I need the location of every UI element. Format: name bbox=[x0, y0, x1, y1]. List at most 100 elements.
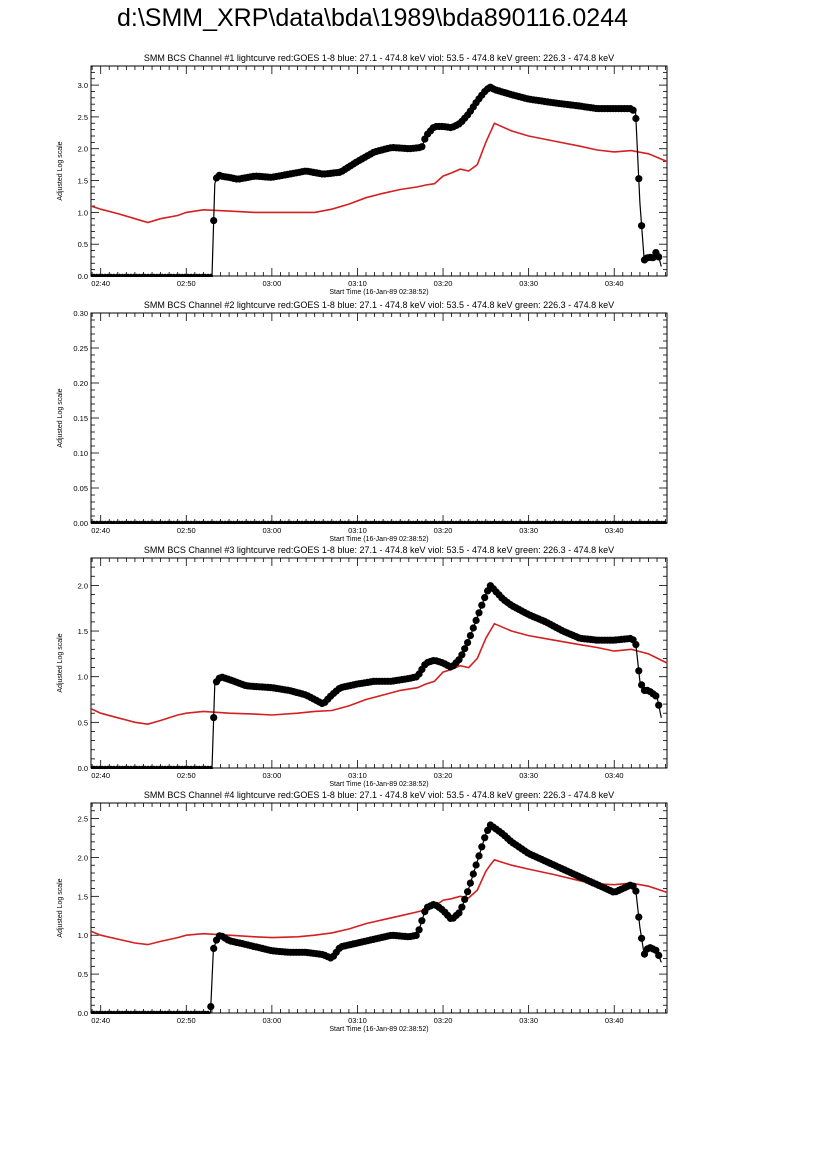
bcs-data-point bbox=[638, 681, 646, 689]
chart-panel-2: SMM BCS Channel #2 lightcurve red:GOES 1… bbox=[57, 300, 668, 543]
bcs-data-point bbox=[635, 175, 643, 183]
bcs-data-point bbox=[210, 944, 218, 952]
bcs-data-point bbox=[415, 926, 423, 934]
x-tick-label: 03:00 bbox=[262, 279, 281, 288]
y-axis-label: Adjusted Log scale bbox=[57, 388, 64, 447]
y-tick-label: 0.0 bbox=[78, 272, 88, 281]
y-tick-label: 1.0 bbox=[78, 673, 88, 682]
y-tick-label: 0.25 bbox=[73, 344, 88, 353]
chart-panel-4: SMM BCS Channel #4 lightcurve red:GOES 1… bbox=[57, 790, 668, 1033]
x-tick-label: 02:50 bbox=[177, 526, 196, 535]
bcs-data-point bbox=[472, 616, 480, 624]
y-tick-label: 0.10 bbox=[73, 449, 88, 458]
bcs-data-point bbox=[461, 895, 469, 903]
y-tick-label: 1.0 bbox=[78, 208, 88, 217]
bcs-data-point bbox=[629, 106, 637, 114]
x-tick-label: 03:00 bbox=[262, 771, 281, 780]
x-tick-label: 02:40 bbox=[91, 771, 110, 780]
bcs-data-point bbox=[635, 667, 643, 675]
bcs-data-point bbox=[464, 888, 472, 896]
y-tick-label: 0.20 bbox=[73, 379, 88, 388]
bcs-data-point bbox=[466, 632, 474, 640]
y-tick-label: 0.0 bbox=[78, 764, 88, 773]
y-axis-label: Adjusted Log scale bbox=[57, 878, 64, 937]
x-axis-label: Start Time (16-Jan-89 02:38:52) bbox=[329, 781, 428, 788]
bcs-data-point bbox=[418, 143, 426, 151]
x-tick-label: 03:30 bbox=[519, 771, 538, 780]
bcs-data-point bbox=[455, 909, 463, 917]
bcs-data-point bbox=[458, 651, 466, 659]
y-tick-label: 2.0 bbox=[78, 145, 88, 154]
chart-title: SMM BCS Channel #1 lightcurve red:GOES 1… bbox=[144, 53, 614, 63]
bcs-data-point bbox=[469, 624, 477, 632]
bcs-data-point bbox=[475, 852, 483, 860]
bcs-data-point bbox=[478, 843, 486, 851]
x-tick-label: 03:30 bbox=[519, 526, 538, 535]
y-tick-label: 2.5 bbox=[78, 815, 88, 824]
bcs-data-point bbox=[466, 879, 474, 887]
bcs-data-point bbox=[652, 692, 660, 700]
chart-title: SMM BCS Channel #3 lightcurve red:GOES 1… bbox=[144, 545, 614, 555]
y-tick-label: 0.5 bbox=[78, 718, 88, 727]
bcs-series-line bbox=[91, 86, 662, 277]
bcs-data-point bbox=[464, 639, 472, 647]
goes-series-line bbox=[91, 622, 668, 726]
bcs-data-point bbox=[662, 520, 667, 524]
x-tick-label: 03:40 bbox=[605, 526, 624, 535]
bcs-data-point bbox=[655, 253, 663, 261]
bcs-data-point bbox=[478, 601, 486, 609]
y-tick-label: 1.5 bbox=[78, 177, 88, 186]
x-tick-label: 03:30 bbox=[519, 1016, 538, 1025]
bcs-data-point bbox=[418, 917, 426, 925]
x-axis-label: Start Time (16-Jan-89 02:38:52) bbox=[329, 536, 428, 543]
chart-panel-1: SMM BCS Channel #1 lightcurve red:GOES 1… bbox=[57, 53, 668, 296]
bcs-series-line bbox=[91, 823, 662, 1014]
plot-frame bbox=[90, 802, 668, 1014]
bcs-data-point bbox=[638, 222, 646, 230]
bcs-data-point bbox=[461, 645, 469, 653]
bcs-data-point bbox=[481, 594, 489, 602]
bcs-series-line bbox=[91, 584, 662, 769]
bcs-data-point bbox=[207, 1003, 215, 1011]
bcs-data-point bbox=[210, 217, 218, 225]
y-tick-label: 1.5 bbox=[78, 627, 88, 636]
y-axis-label: Adjusted Log scale bbox=[57, 141, 64, 200]
bcs-data-point bbox=[208, 765, 213, 769]
y-tick-label: 0.30 bbox=[73, 309, 88, 318]
bcs-data-point bbox=[469, 870, 477, 878]
x-tick-label: 03:10 bbox=[348, 526, 367, 535]
x-axis-label: Start Time (16-Jan-89 02:38:52) bbox=[329, 1026, 428, 1033]
bcs-data-point bbox=[210, 714, 218, 722]
bcs-data-point bbox=[481, 834, 489, 842]
plot-frame bbox=[90, 557, 668, 769]
y-tick-label: 1.0 bbox=[78, 931, 88, 940]
goes-series-line bbox=[91, 122, 668, 224]
x-tick-label: 02:50 bbox=[177, 771, 196, 780]
bcs-data-point bbox=[655, 701, 663, 709]
x-tick-label: 03:10 bbox=[348, 1016, 367, 1025]
bcs-data-point bbox=[638, 934, 646, 942]
y-tick-label: 0.15 bbox=[73, 414, 88, 423]
chart-panel-3: SMM BCS Channel #3 lightcurve red:GOES 1… bbox=[57, 545, 668, 788]
x-tick-label: 03:20 bbox=[434, 771, 453, 780]
x-tick-label: 03:10 bbox=[348, 279, 367, 288]
bcs-data-point bbox=[484, 826, 492, 834]
x-tick-label: 03:10 bbox=[348, 771, 367, 780]
x-tick-label: 03:40 bbox=[605, 771, 624, 780]
y-tick-label: 2.5 bbox=[78, 113, 88, 122]
bcs-data-point bbox=[632, 641, 640, 649]
bcs-data-point bbox=[208, 273, 213, 277]
bcs-data-point bbox=[632, 114, 640, 123]
bcs-data-point bbox=[475, 609, 483, 617]
y-tick-label: 0.5 bbox=[78, 970, 88, 979]
x-tick-label: 03:00 bbox=[262, 526, 281, 535]
y-tick-label: 1.5 bbox=[78, 892, 88, 901]
plot-frame bbox=[90, 65, 668, 277]
y-tick-label: 3.0 bbox=[78, 81, 88, 90]
y-tick-label: 0.0 bbox=[78, 1009, 88, 1018]
bcs-data-point bbox=[458, 903, 466, 911]
chart-title: SMM BCS Channel #4 lightcurve red:GOES 1… bbox=[144, 790, 614, 800]
goes-series-line bbox=[91, 858, 668, 946]
x-axis-label: Start Time (16-Jan-89 02:38:52) bbox=[329, 289, 428, 296]
x-tick-label: 03:40 bbox=[605, 1016, 624, 1025]
